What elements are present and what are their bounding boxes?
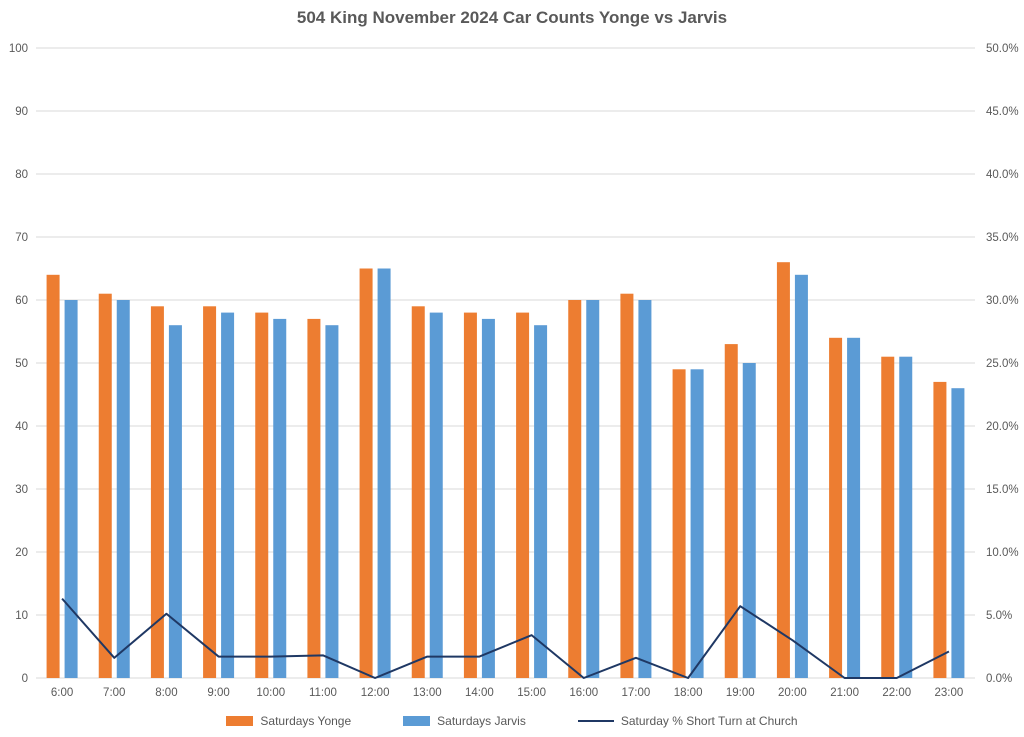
left-axis-tick-label: 40 xyxy=(15,421,28,433)
bar xyxy=(794,274,808,678)
left-axis-tick-label: 30 xyxy=(15,484,28,496)
bar xyxy=(46,274,60,678)
yonge-series-swatch xyxy=(226,716,254,726)
x-axis-tick-label: 21:00 xyxy=(830,687,859,699)
bar xyxy=(933,381,947,678)
bar xyxy=(359,268,373,678)
chart-title: 504 King November 2024 Car Counts Yonge … xyxy=(296,8,728,27)
x-axis-tick-label: 12:00 xyxy=(361,687,390,699)
x-axis-tick-label: 22:00 xyxy=(882,687,911,699)
bar xyxy=(690,369,704,678)
x-axis-tick-label: 13:00 xyxy=(413,687,442,699)
bar xyxy=(724,344,738,678)
right-axis-tick-label: 40.0% xyxy=(986,169,1019,181)
bar xyxy=(411,306,425,678)
legend-label-jarvis: Saturdays Jarvis xyxy=(437,714,526,728)
bar xyxy=(98,293,112,678)
chart-plot: 0 10 20 30 40 50 60 70 80 90 100 0.0% 5.0% 10.0% 15.0%… xyxy=(9,43,1019,699)
right-axis-tick-label: 15.0% xyxy=(986,484,1019,496)
bar xyxy=(899,356,913,678)
x-axis-tick-label: 23:00 xyxy=(935,687,964,699)
x-axis-tick-label: 14:00 xyxy=(465,687,494,699)
bar xyxy=(568,300,582,678)
x-axis-tick-label: 6:00 xyxy=(51,687,73,699)
legend-item-jarvis: Saturdays Jarvis xyxy=(403,714,526,728)
x-axis-tick-label: 10:00 xyxy=(256,687,285,699)
bar xyxy=(64,300,78,678)
right-axis-tick-label: 25.0% xyxy=(986,358,1019,370)
bar xyxy=(776,262,790,678)
left-axis-tick-label: 90 xyxy=(15,106,28,118)
bar xyxy=(307,318,321,678)
bar xyxy=(255,312,269,678)
bar xyxy=(881,356,895,678)
bar-series-jarvis xyxy=(64,268,965,678)
bar xyxy=(951,388,965,678)
bar xyxy=(829,337,843,678)
bar xyxy=(534,325,548,678)
bar xyxy=(273,318,287,678)
right-axis-tick-label: 0.0% xyxy=(986,673,1012,685)
bar xyxy=(742,363,756,678)
bar xyxy=(221,312,235,678)
bar xyxy=(481,318,495,678)
jarvis-series-swatch xyxy=(403,716,431,726)
bar xyxy=(150,306,164,678)
right-axis-tick-label: 30.0% xyxy=(986,295,1019,307)
right-axis-tick-label: 20.0% xyxy=(986,421,1019,433)
left-axis-tick-label: 20 xyxy=(15,547,28,559)
short-turn-line-swatch xyxy=(577,720,614,722)
bar xyxy=(672,369,686,678)
x-axis-tick-label: 19:00 xyxy=(726,687,755,699)
x-axis-tick-label: 8:00 xyxy=(155,687,177,699)
bar xyxy=(586,300,600,678)
x-axis-tick-label: 18:00 xyxy=(674,687,703,699)
bar xyxy=(168,325,182,678)
right-axis-tick-label: 50.0% xyxy=(986,43,1019,55)
x-axis-tick-label: 15:00 xyxy=(517,687,546,699)
legend-item-yonge: Saturdays Yonge xyxy=(226,714,351,728)
bar xyxy=(116,300,130,678)
chart-legend: Saturdays Yonge Saturdays Jarvis Saturda… xyxy=(0,714,1024,728)
bar xyxy=(377,268,391,678)
right-axis-tick-label: 35.0% xyxy=(986,232,1019,244)
gridlines xyxy=(36,47,975,679)
x-axis-tick-label: 20:00 xyxy=(778,687,807,699)
left-axis-tick-label: 50 xyxy=(15,358,28,370)
right-axis-tick-label: 10.0% xyxy=(986,547,1019,559)
bar xyxy=(516,312,530,678)
left-axis-tick-label: 80 xyxy=(15,169,28,181)
right-axis-tick-label: 45.0% xyxy=(986,106,1019,118)
left-axis-tick-label: 10 xyxy=(15,610,28,622)
legend-label-yonge: Saturdays Yonge xyxy=(260,714,352,728)
x-axis-tick-label: 11:00 xyxy=(309,687,337,699)
x-axis-tick-label: 7:00 xyxy=(103,687,125,699)
short-turn-line xyxy=(61,597,950,679)
bar xyxy=(429,312,443,678)
left-axis-tick-label: 60 xyxy=(15,295,28,307)
bar-series-yonge xyxy=(46,262,947,678)
legend-item-short-turn: Saturday % Short Turn at Church xyxy=(577,714,798,728)
bar xyxy=(620,293,634,678)
left-axis-tick-label: 70 xyxy=(15,232,28,244)
x-axis-tick-label: 16:00 xyxy=(569,687,598,699)
legend-label-short-turn: Saturday % Short Turn at Church xyxy=(620,714,798,728)
x-axis-tick-label: 9:00 xyxy=(207,687,229,699)
bar xyxy=(463,312,477,678)
bar xyxy=(325,325,339,678)
right-axis-tick-label: 5.0% xyxy=(986,610,1012,622)
bar xyxy=(847,337,861,678)
left-axis-tick-label: 100 xyxy=(9,43,28,55)
x-axis-tick-label: 17:00 xyxy=(622,687,651,699)
bar xyxy=(203,306,217,678)
bar xyxy=(638,300,652,678)
left-axis-tick-label: 0 xyxy=(22,673,28,685)
